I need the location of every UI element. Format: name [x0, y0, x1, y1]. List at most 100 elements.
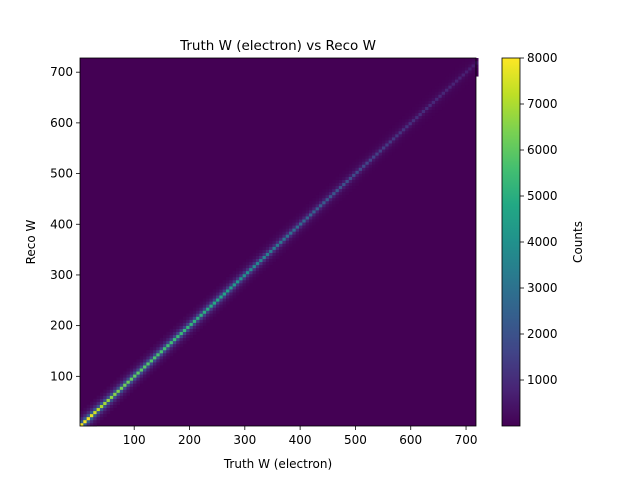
heatmap-cell [103, 389, 107, 393]
heatmap-cell [358, 164, 363, 168]
heatmap-cell [308, 219, 313, 223]
heatmap-cell [245, 264, 250, 269]
heatmap-cell [458, 82, 462, 86]
heatmap-cell [474, 70, 479, 74]
heatmap-cell [355, 182, 360, 187]
heatmap-cell [468, 67, 472, 71]
heatmap-cell [415, 127, 419, 132]
heatmap-cell [106, 410, 111, 415]
heatmap-cell [332, 194, 336, 199]
heatmap-cell [86, 416, 91, 421]
heatmap-cell [116, 383, 121, 387]
heatmap-cell [372, 164, 376, 168]
heatmap-cell [348, 185, 353, 190]
heatmap-cell [411, 112, 416, 117]
heatmap-cell [385, 149, 389, 153]
heatmap-cell [209, 307, 214, 311]
heatmap-cell [275, 252, 280, 256]
heatmap-cell [352, 176, 356, 180]
heatmap-cell [206, 295, 210, 299]
heatmap-cell [192, 319, 197, 323]
heatmap-cell [435, 88, 439, 92]
heatmap-cell [441, 103, 446, 107]
heatmap-cell [269, 246, 273, 250]
heatmap-cell [425, 112, 429, 117]
heatmap-cell [342, 170, 346, 174]
heatmap-cell [358, 173, 363, 177]
heatmap-cell [252, 276, 257, 281]
heatmap-cell [362, 158, 366, 162]
heatmap-cell [199, 301, 204, 305]
heatmap-cell [182, 331, 187, 336]
heatmap-cell [212, 295, 217, 299]
heatmap-cell [468, 61, 472, 65]
heatmap-cell [136, 377, 141, 381]
heatmap-cell [381, 134, 386, 138]
heatmap-cell [454, 82, 459, 86]
heatmap-cell [401, 127, 406, 132]
heatmap-cell [435, 97, 439, 101]
heatmap-cell [186, 337, 190, 342]
heatmap-cell [355, 164, 360, 168]
heatmap-cell [219, 298, 223, 302]
heatmap-cell [232, 289, 237, 293]
heatmap-cell [308, 216, 313, 220]
heatmap-cell [146, 371, 150, 375]
heatmap-cell [308, 200, 313, 205]
heatmap-cell [179, 343, 184, 348]
heatmap-cell [162, 353, 167, 357]
heatmap-cell [421, 106, 426, 111]
heatmap-cell [295, 222, 300, 226]
heatmap-cell [318, 207, 323, 211]
heatmap-cell [315, 207, 320, 211]
heatmap-cell [378, 152, 383, 156]
heatmap-cell [438, 85, 443, 89]
heatmap-cell [179, 334, 184, 339]
heatmap-cell [212, 292, 217, 296]
heatmap-cell [365, 173, 370, 177]
heatmap-cell [106, 386, 111, 390]
heatmap-cell [348, 182, 353, 187]
heatmap-cell [166, 334, 170, 339]
heatmap-cell [202, 316, 207, 320]
heatmap-cell [458, 79, 462, 83]
heatmap-cell [285, 234, 290, 238]
heatmap-cell [338, 197, 343, 202]
heatmap-cell [89, 413, 94, 418]
heatmap-cell [96, 413, 101, 418]
heatmap-cell [275, 243, 280, 247]
heatmap-cell [242, 270, 247, 275]
heatmap-cell [153, 359, 157, 363]
heatmap-cell [103, 398, 107, 402]
heatmap-cell [471, 76, 476, 80]
heatmap-cell [262, 264, 267, 269]
heatmap-cell [189, 313, 194, 317]
heatmap-cell [428, 94, 433, 98]
heatmap-cell [395, 134, 399, 138]
heatmap-cell [435, 103, 439, 107]
heatmap-cell [172, 334, 177, 339]
heatmap-cell [282, 234, 287, 238]
heatmap-cell [415, 103, 419, 107]
heatmap-cell [93, 422, 97, 427]
heatmap-cell [209, 304, 214, 308]
diagonal-band [80, 58, 479, 427]
heatmap-cell [279, 234, 283, 238]
heatmap-cell [375, 146, 379, 150]
heatmap-cell [249, 255, 253, 260]
heatmap-cell [153, 356, 157, 360]
heatmap-cell [113, 398, 117, 402]
heatmap-cell [335, 188, 340, 193]
heatmap-cell [172, 340, 177, 345]
heatmap-cell [172, 346, 177, 351]
heatmap-cell [292, 240, 296, 244]
heatmap-cell [149, 349, 154, 354]
heatmap-cell [249, 273, 253, 278]
heatmap-cell [239, 286, 243, 290]
heatmap-cell [169, 340, 174, 345]
heatmap-cell [345, 191, 350, 196]
heatmap-cell [162, 356, 167, 360]
heatmap-cell [156, 346, 160, 351]
heatmap-cell [401, 118, 406, 123]
heatmap-cell [176, 337, 180, 342]
